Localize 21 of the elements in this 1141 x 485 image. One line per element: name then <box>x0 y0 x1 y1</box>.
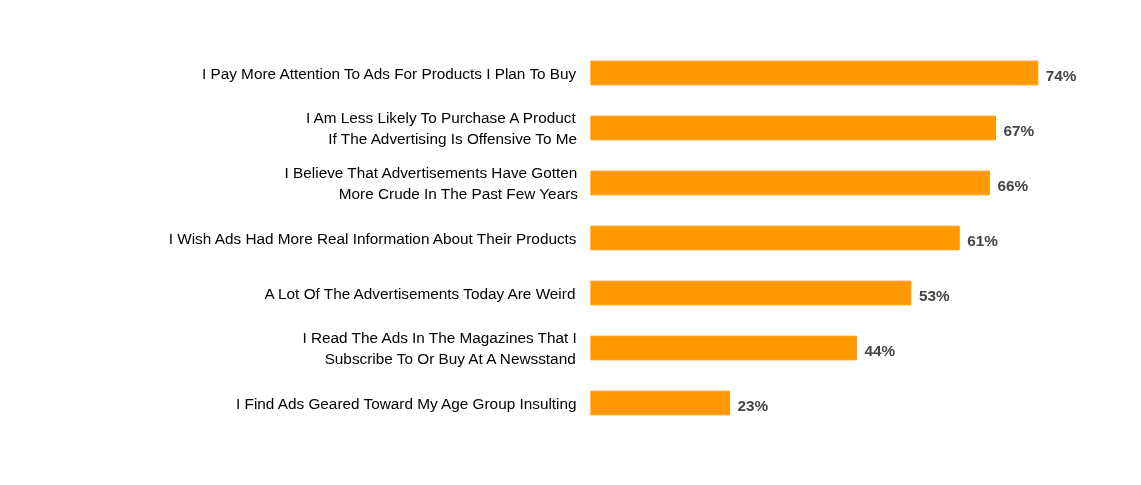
bar <box>590 60 1039 86</box>
bar <box>590 280 912 306</box>
y-tick-label: I Pay More Attention To Ads For Products I Plan To Buy <box>201 64 577 82</box>
data-label: 74% <box>1045 66 1077 84</box>
bar <box>590 225 960 251</box>
y-tick-label: I Believe That Advertisements Have Gotten More Crude In The Past Few Years <box>284 164 579 202</box>
y-tick-label: I Wish Ads Had More Real Information About Their Products <box>168 229 577 247</box>
y-tick-label: I Am Less Likely To Purchase A Product If The Advertising Is Offensive To Me <box>305 109 578 147</box>
y-tick-label: A Lot Of The Advertisements Today Are Weird <box>264 284 576 302</box>
bar <box>590 170 990 196</box>
data-label: 44% <box>864 341 896 359</box>
data-label: 66% <box>997 176 1029 194</box>
bar <box>590 335 857 361</box>
y-tick-label: I Read The Ads In The Magazines That I Subscribe To Or Buy At A Newsstand <box>302 329 577 367</box>
data-label: 61% <box>967 231 999 249</box>
bar <box>590 390 731 416</box>
data-label: 53% <box>918 286 950 304</box>
data-label: 23% <box>737 396 769 414</box>
y-tick-label: I Find Ads Geared Toward My Age Group Insulting <box>236 394 577 412</box>
bar <box>590 115 997 141</box>
data-label: 67% <box>1003 121 1035 139</box>
